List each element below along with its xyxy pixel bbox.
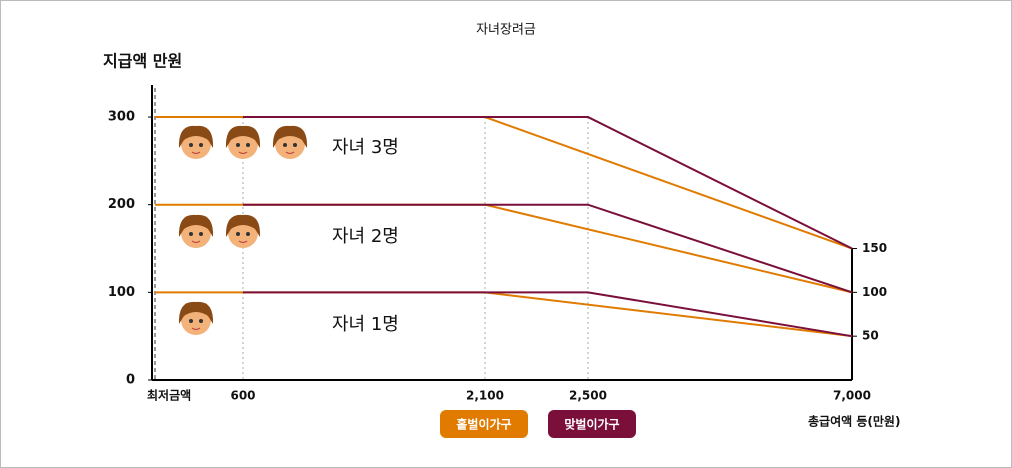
- eye: [283, 143, 287, 147]
- y2-tick-label: 150: [862, 241, 887, 255]
- legend-label: 맞벌이가구: [564, 417, 619, 432]
- hair: [178, 125, 214, 148]
- y2-tick-label: 50: [862, 329, 879, 343]
- y-tick-label: 300: [108, 110, 135, 125]
- legend-swatch: [440, 410, 528, 438]
- x-tick-label: 7,000: [833, 389, 871, 403]
- child-icon: [225, 125, 261, 159]
- hair: [225, 214, 261, 237]
- series-line: [155, 203, 853, 294]
- chart-title: 자녀장려금: [476, 23, 536, 38]
- annotation: 자녀 1명: [332, 314, 399, 335]
- legend-swatch: [548, 410, 636, 438]
- mouth: [191, 327, 201, 330]
- mouth: [238, 240, 248, 243]
- series-line: [243, 203, 853, 294]
- annotation: 자녀 2명: [332, 226, 399, 247]
- legend-label: 홑벌이가구: [456, 417, 511, 432]
- eye: [246, 143, 250, 147]
- eye: [199, 143, 203, 147]
- child-icon: [178, 125, 214, 159]
- hair: [272, 125, 308, 148]
- y-tick-label: 100: [108, 285, 135, 300]
- y-axis-label: 지급액 만원: [103, 52, 182, 71]
- eye: [189, 232, 193, 236]
- series-line: [243, 291, 853, 338]
- eye: [189, 319, 193, 323]
- series-line: [155, 291, 853, 338]
- eye: [189, 143, 193, 147]
- hair: [178, 214, 214, 237]
- eye: [246, 232, 250, 236]
- series-line: [243, 116, 853, 250]
- eye: [236, 143, 240, 147]
- mouth: [238, 151, 248, 154]
- eye: [199, 319, 203, 323]
- mouth: [285, 151, 295, 154]
- child-icon: [225, 214, 261, 248]
- y2-tick-label: 100: [862, 285, 887, 299]
- child-icon: [178, 301, 214, 335]
- eye: [199, 232, 203, 236]
- annotation: 자녀 3명: [332, 137, 399, 158]
- mouth: [191, 151, 201, 154]
- y-tick-label: 200: [108, 197, 135, 212]
- x-tick-label: 2,100: [466, 389, 504, 403]
- y-tick-label: 0: [126, 373, 135, 388]
- eye: [236, 232, 240, 236]
- x-axis-label: 총급여액 등(만원): [808, 414, 900, 429]
- x-tick-label: 600: [230, 389, 255, 403]
- child-icon: [178, 214, 214, 248]
- hair: [225, 125, 261, 148]
- eye: [293, 143, 297, 147]
- x-tick-label: 2,500: [569, 389, 607, 403]
- child-icon: [272, 125, 308, 159]
- mouth: [191, 240, 201, 243]
- x-tick-label: 최저금액: [147, 388, 191, 403]
- hair: [178, 301, 214, 324]
